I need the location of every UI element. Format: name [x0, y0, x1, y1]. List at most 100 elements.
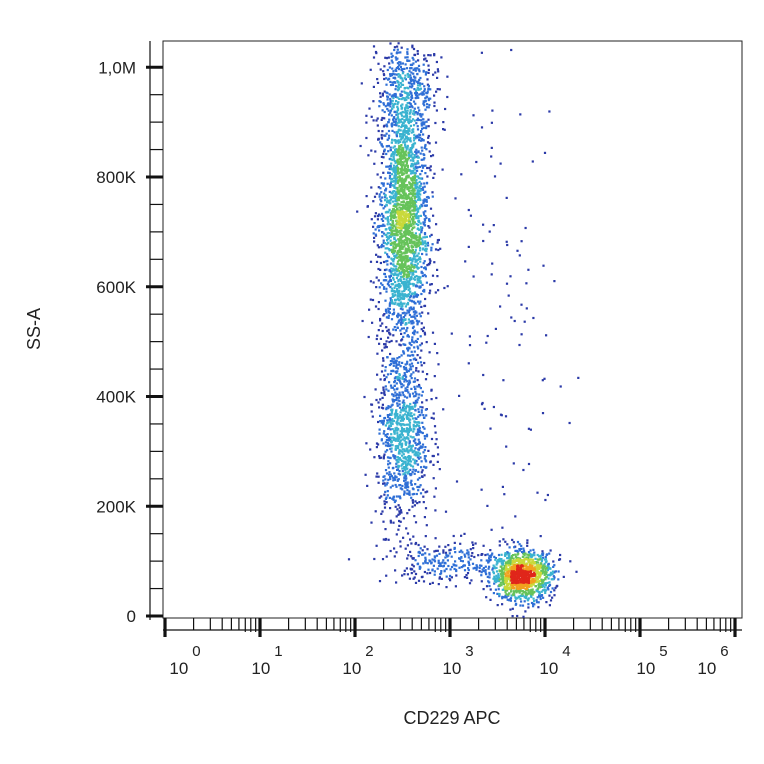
data-point [410, 245, 413, 248]
data-point [417, 396, 420, 399]
data-point [407, 470, 410, 473]
data-point [399, 430, 402, 433]
data-point [387, 478, 390, 481]
data-point [383, 374, 386, 377]
data-point [404, 77, 407, 80]
data-point [417, 96, 420, 99]
data-point [419, 361, 423, 364]
data-point [431, 191, 434, 194]
data-point [422, 501, 425, 504]
data-point [541, 580, 544, 583]
data-point [397, 242, 400, 245]
data-point [403, 99, 406, 102]
data-point [417, 194, 420, 197]
data-point [400, 211, 403, 215]
data-point [423, 221, 426, 224]
data-point [380, 370, 384, 373]
data-point [386, 223, 389, 226]
data-point [411, 152, 414, 155]
data-point [493, 567, 496, 570]
data-point [517, 587, 520, 590]
data-point [424, 268, 427, 271]
data-point [422, 262, 425, 265]
data-point [425, 253, 428, 256]
data-point [400, 144, 403, 147]
data-point [423, 146, 426, 149]
data-point [405, 223, 408, 226]
data-point [485, 585, 489, 588]
data-point [443, 286, 446, 290]
data-point [521, 584, 525, 587]
data-point [549, 567, 552, 570]
data-point [418, 70, 421, 73]
data-point [416, 236, 419, 239]
data-point [422, 63, 425, 66]
data-point [395, 85, 398, 88]
data-point [407, 200, 410, 204]
data-point [410, 71, 413, 74]
data-point [453, 541, 456, 544]
data-point [495, 560, 498, 563]
data-point [513, 546, 516, 549]
data-point [412, 130, 415, 133]
data-point [488, 565, 491, 568]
data-point [425, 95, 428, 98]
data-point [404, 197, 407, 200]
data-point [397, 299, 400, 302]
data-point [403, 251, 406, 254]
data-point [549, 590, 553, 594]
data-point [419, 484, 422, 487]
data-point [384, 343, 387, 346]
data-point [396, 243, 399, 246]
data-point [504, 567, 508, 570]
data-point [400, 302, 404, 305]
data-point [400, 46, 403, 49]
data-point [514, 553, 517, 556]
data-point [549, 599, 553, 602]
data-point [386, 444, 389, 448]
data-point [492, 572, 495, 575]
data-point [439, 573, 442, 576]
data-point [401, 257, 404, 261]
data-point [411, 222, 414, 225]
data-point [404, 441, 407, 444]
data-point [445, 575, 448, 578]
data-point [429, 259, 432, 262]
data-point [538, 575, 541, 578]
data-point [402, 335, 405, 338]
data-point [551, 578, 554, 581]
data-point [393, 213, 396, 217]
data-point [384, 424, 387, 427]
data-point [416, 463, 419, 466]
data-point [415, 275, 418, 278]
data-point [418, 312, 421, 315]
data-point [395, 165, 398, 168]
data-point [420, 305, 423, 308]
data-point [505, 565, 508, 569]
data-point [419, 246, 422, 249]
data-point [415, 178, 418, 182]
data-point [403, 165, 406, 168]
data-point [413, 315, 416, 318]
data-point [412, 331, 415, 334]
data-point [393, 241, 397, 244]
data-point [384, 247, 387, 250]
data-point [413, 413, 416, 416]
data-point [416, 294, 420, 297]
data-point [401, 391, 404, 394]
data-point [520, 333, 523, 336]
data-point [372, 119, 375, 122]
data-point [381, 204, 384, 207]
data-point [390, 213, 393, 216]
data-point [373, 236, 376, 239]
data-point [399, 236, 402, 239]
data-point [488, 584, 491, 588]
data-point [403, 302, 406, 305]
data-point [404, 170, 408, 173]
data-point [434, 487, 437, 490]
data-point [410, 154, 413, 157]
data-point [387, 405, 390, 408]
data-point [401, 376, 404, 379]
data-point [403, 245, 406, 248]
data-point [394, 298, 397, 301]
